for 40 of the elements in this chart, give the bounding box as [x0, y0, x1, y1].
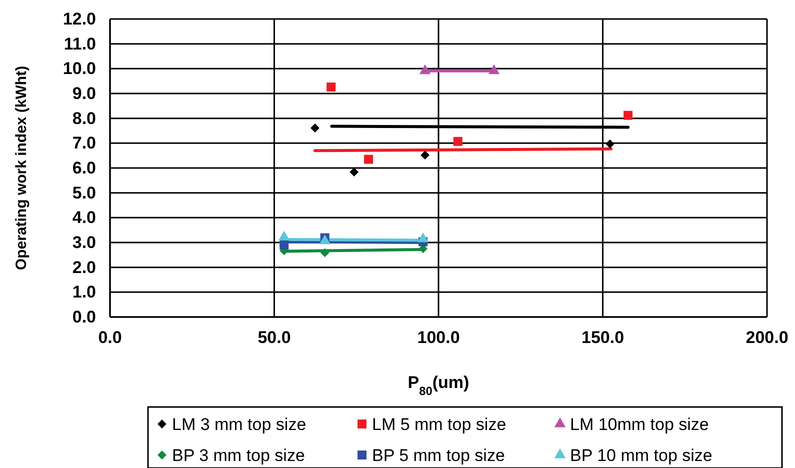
x-axis-title: P$_{80}$(um): [408, 373, 470, 398]
y-tick-label: 0.0: [72, 307, 96, 326]
x-tick-label: 50.0: [258, 328, 291, 348]
y-tick-label: 4.0: [72, 208, 96, 228]
point: [419, 64, 431, 74]
point: [606, 139, 614, 148]
y-tick-label: 12.0: [62, 9, 96, 28]
y-tick-label: 2.0: [72, 258, 96, 277]
x-tick-label: 150.0: [581, 328, 624, 348]
legend-label: BP 10 mm top size: [570, 446, 712, 465]
y-tick-label: 9.0: [72, 84, 96, 103]
point: [417, 232, 429, 242]
y-tick-label: 5.0: [72, 183, 96, 202]
point: [320, 248, 330, 258]
x-tick-label: 200.0: [746, 328, 788, 348]
legend-label: LM 10mm top size: [570, 415, 709, 434]
y-tick-label: 11.0: [64, 34, 96, 54]
point: [364, 154, 374, 164]
legend-label: LM 5 mm top size: [372, 415, 506, 434]
legend-label: BP 3 mm top size: [172, 446, 305, 465]
point: [453, 136, 462, 146]
y-tick-label: 8.0: [72, 108, 96, 128]
point: [310, 124, 320, 132]
y-tick-label: 3.0: [72, 232, 96, 252]
point: [624, 110, 633, 120]
point: [350, 168, 359, 176]
y-tick-label: 1.0: [72, 282, 96, 302]
x-tick-label: 100.0: [417, 328, 460, 348]
y-axis-title: Operating work index (kWht): [13, 66, 30, 270]
y-tick-label: 10.0: [62, 59, 96, 78]
point: [326, 82, 336, 92]
point: [488, 64, 500, 74]
legend-label: LM 3 mm top size: [172, 415, 306, 434]
y-tick-label: 6.0: [72, 158, 96, 178]
point: [420, 150, 430, 160]
point: [280, 240, 289, 250]
y-tick-label: 7.0: [72, 134, 96, 153]
x-tick-label: 0.0: [98, 328, 122, 348]
point: [278, 230, 290, 241]
legend-label: BP 5 mm top size: [372, 446, 505, 465]
